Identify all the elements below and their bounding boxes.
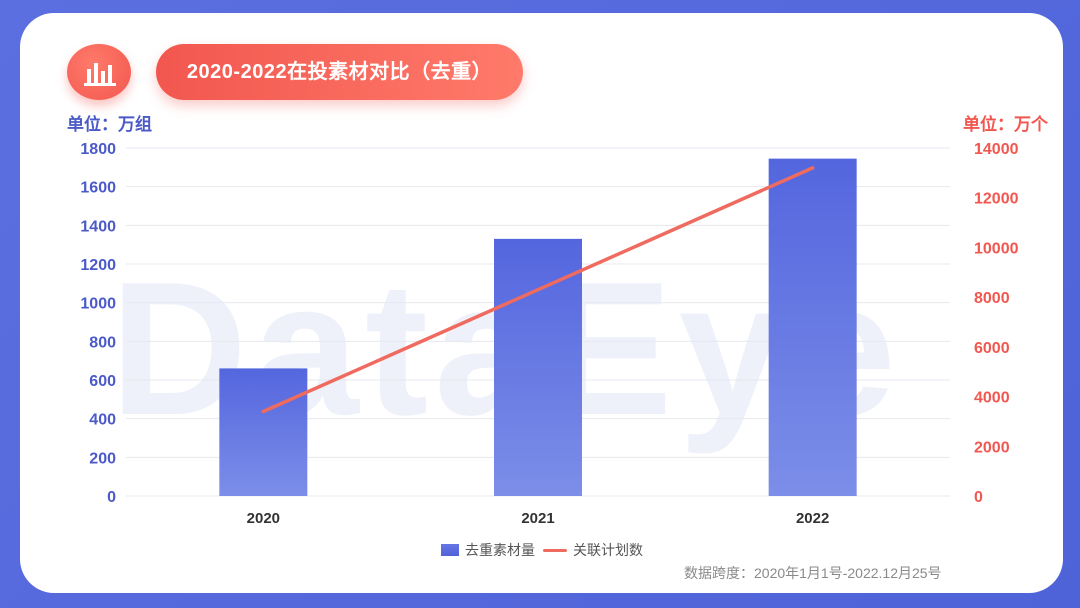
left-tick-label: 1200 <box>80 257 116 274</box>
right-tick-label: 10000 <box>974 240 1019 257</box>
legend-bar-label: 去重素材量 <box>465 542 535 558</box>
bar-2022[interactable] <box>768 158 857 496</box>
legend-line-label: 关联计划数 <box>573 542 643 558</box>
legend-item-bar[interactable]: 去重素材量 <box>441 540 535 560</box>
chart-title: 2020-2022在投素材对比（去重） <box>156 44 523 100</box>
right-tick-label: 12000 <box>974 191 1019 208</box>
legend-bar-swatch <box>441 544 459 556</box>
x-tick-label: 2022 <box>796 510 829 527</box>
bar-2020[interactable] <box>219 368 308 496</box>
data-range-note: 数据跨度：2020年1月1号-2022.12月25号 <box>684 565 942 581</box>
left-tick-label: 400 <box>89 412 116 429</box>
right-tick-label: 8000 <box>974 290 1010 307</box>
right-axis-unit: 单位：万个 <box>963 115 1048 134</box>
right-tick-label: 0 <box>974 489 983 506</box>
x-tick-label: 2021 <box>521 510 554 527</box>
right-tick-label: 2000 <box>974 439 1010 456</box>
x-tick-label: 2020 <box>247 510 280 527</box>
right-tick-label: 4000 <box>974 390 1010 407</box>
left-tick-label: 1400 <box>80 218 116 235</box>
left-axis-unit: 单位：万组 <box>67 115 152 134</box>
legend: 去重素材量 关联计划数 <box>441 540 651 560</box>
left-tick-label: 200 <box>89 450 116 467</box>
line-series[interactable] <box>261 166 815 414</box>
legend-item-line[interactable]: 关联计划数 <box>543 540 643 560</box>
left-tick-label: 1600 <box>80 180 116 197</box>
left-tick-label: 1800 <box>80 141 116 158</box>
left-tick-label: 600 <box>89 373 116 390</box>
left-tick-label: 1000 <box>80 296 116 313</box>
left-tick-label: 0 <box>107 489 116 506</box>
bar-2021[interactable] <box>494 238 582 496</box>
chart-icon <box>67 44 131 100</box>
left-tick-label: 800 <box>89 334 116 351</box>
legend-line-swatch <box>543 548 567 552</box>
right-tick-label: 6000 <box>974 340 1010 357</box>
right-tick-label: 14000 <box>974 141 1019 158</box>
